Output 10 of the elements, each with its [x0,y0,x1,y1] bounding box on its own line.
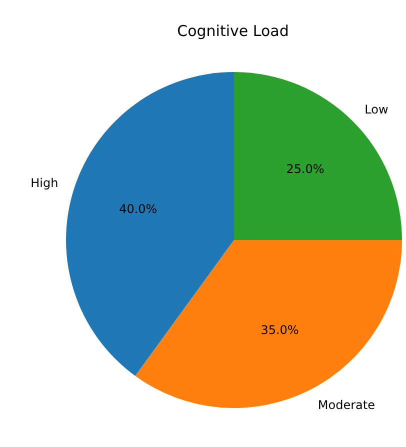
pie-slice [234,72,402,240]
data-label: 25.0% [286,162,324,176]
pie-slice [135,240,402,408]
pie-slice [66,72,234,376]
chart-title: Cognitive Load [177,22,289,40]
slice-label: High [30,176,58,190]
data-label: 35.0% [260,323,299,338]
slice-label: Low [364,102,388,117]
data-label: 40.0% [119,202,158,216]
slice-label: Moderate [318,398,375,412]
